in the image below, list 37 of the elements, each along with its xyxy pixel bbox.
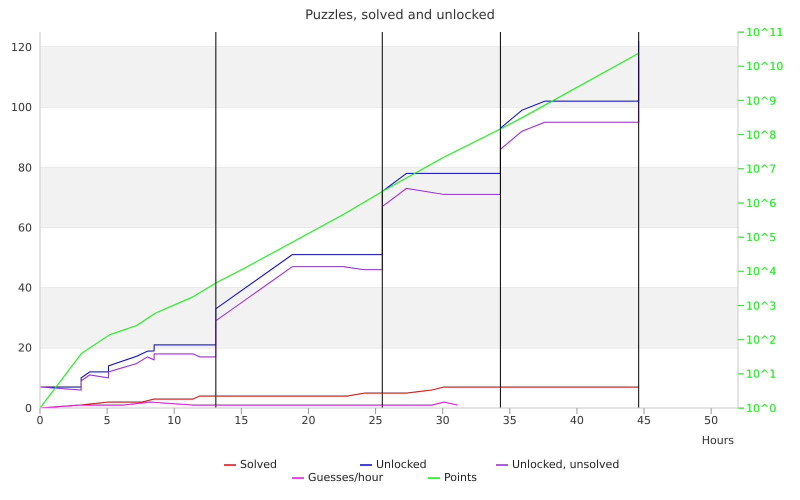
chart-title: Puzzles, solved and unlocked [304,8,496,24]
legend-label: Unlocked, unsolved [512,458,620,471]
x-tick-label: 45 [637,414,652,427]
x-tick-label: 20 [301,414,316,427]
x-tick-label: 40 [570,414,584,427]
y2-tick-label: 10^7 [746,162,776,176]
y-tick-label: 0 [25,402,32,415]
legend-label: Solved [240,458,278,471]
y-tick-label: 20 [18,342,32,355]
y-tick-label: 80 [18,161,32,174]
y-tick-label: 60 [18,221,32,234]
x-tick-label: 15 [234,414,248,427]
legend-label: Guesses/hour [308,471,384,484]
y2-tick-label: 10^8 [746,128,776,142]
y-tick-label: 40 [18,282,32,295]
x-tick-label: 50 [704,414,718,427]
x-tick-label: 30 [436,414,450,427]
x-tick-label: 10 [167,414,182,427]
y2-tick-label: 10^4 [746,265,776,278]
x-tick-label: 0 [36,414,44,427]
x-tick-label: 25 [368,414,383,427]
legend-label: Points [444,471,478,484]
y2-tick-label: 10^10 [746,60,784,74]
y2-tick-label: 10^9 [746,94,776,108]
x-tick-label: 35 [502,414,517,427]
legend-label: Unlocked [376,458,428,471]
x-axis-title: Hours [702,434,734,447]
y2-tick-label: 10^2 [746,334,776,347]
y2-tick-label: 10^6 [746,196,776,210]
y-tick-label: 100 [11,101,32,114]
y2-tick-label: 10^1 [746,368,776,381]
y2-tick-label: 10^3 [746,299,776,312]
y2-tick-label: 10^5 [746,230,776,244]
x-tick-label: 5 [104,414,111,427]
y2-tick-label: 10^0 [746,402,776,415]
y-tick-label: 120 [11,40,32,54]
y2-tick-label: 10^11 [746,26,784,39]
